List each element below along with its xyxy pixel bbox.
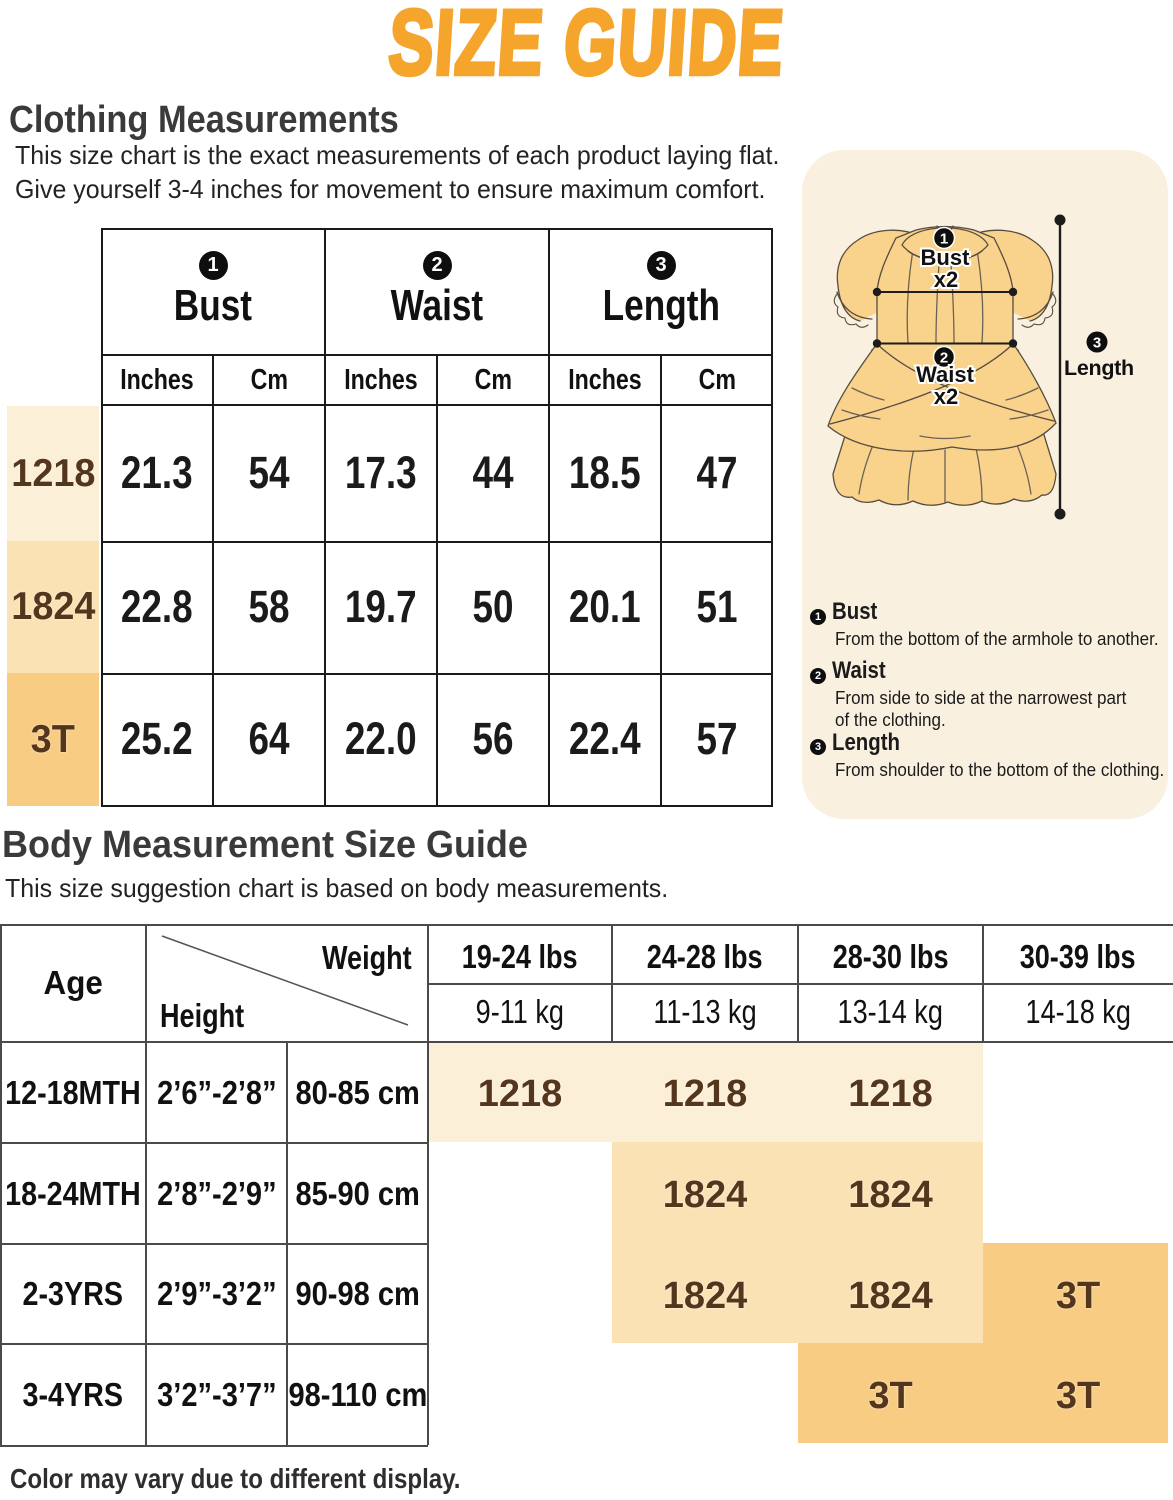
svg-text:x2: x2 [934, 384, 958, 409]
svg-text:3: 3 [1093, 335, 1101, 352]
svg-text:Length: Length [1064, 356, 1134, 380]
svg-text:Bust: Bust [921, 245, 971, 270]
svg-text:1: 1 [940, 231, 948, 248]
svg-text:2: 2 [940, 350, 948, 367]
svg-text:x2: x2 [934, 267, 958, 292]
svg-text:Waist: Waist [916, 362, 975, 387]
